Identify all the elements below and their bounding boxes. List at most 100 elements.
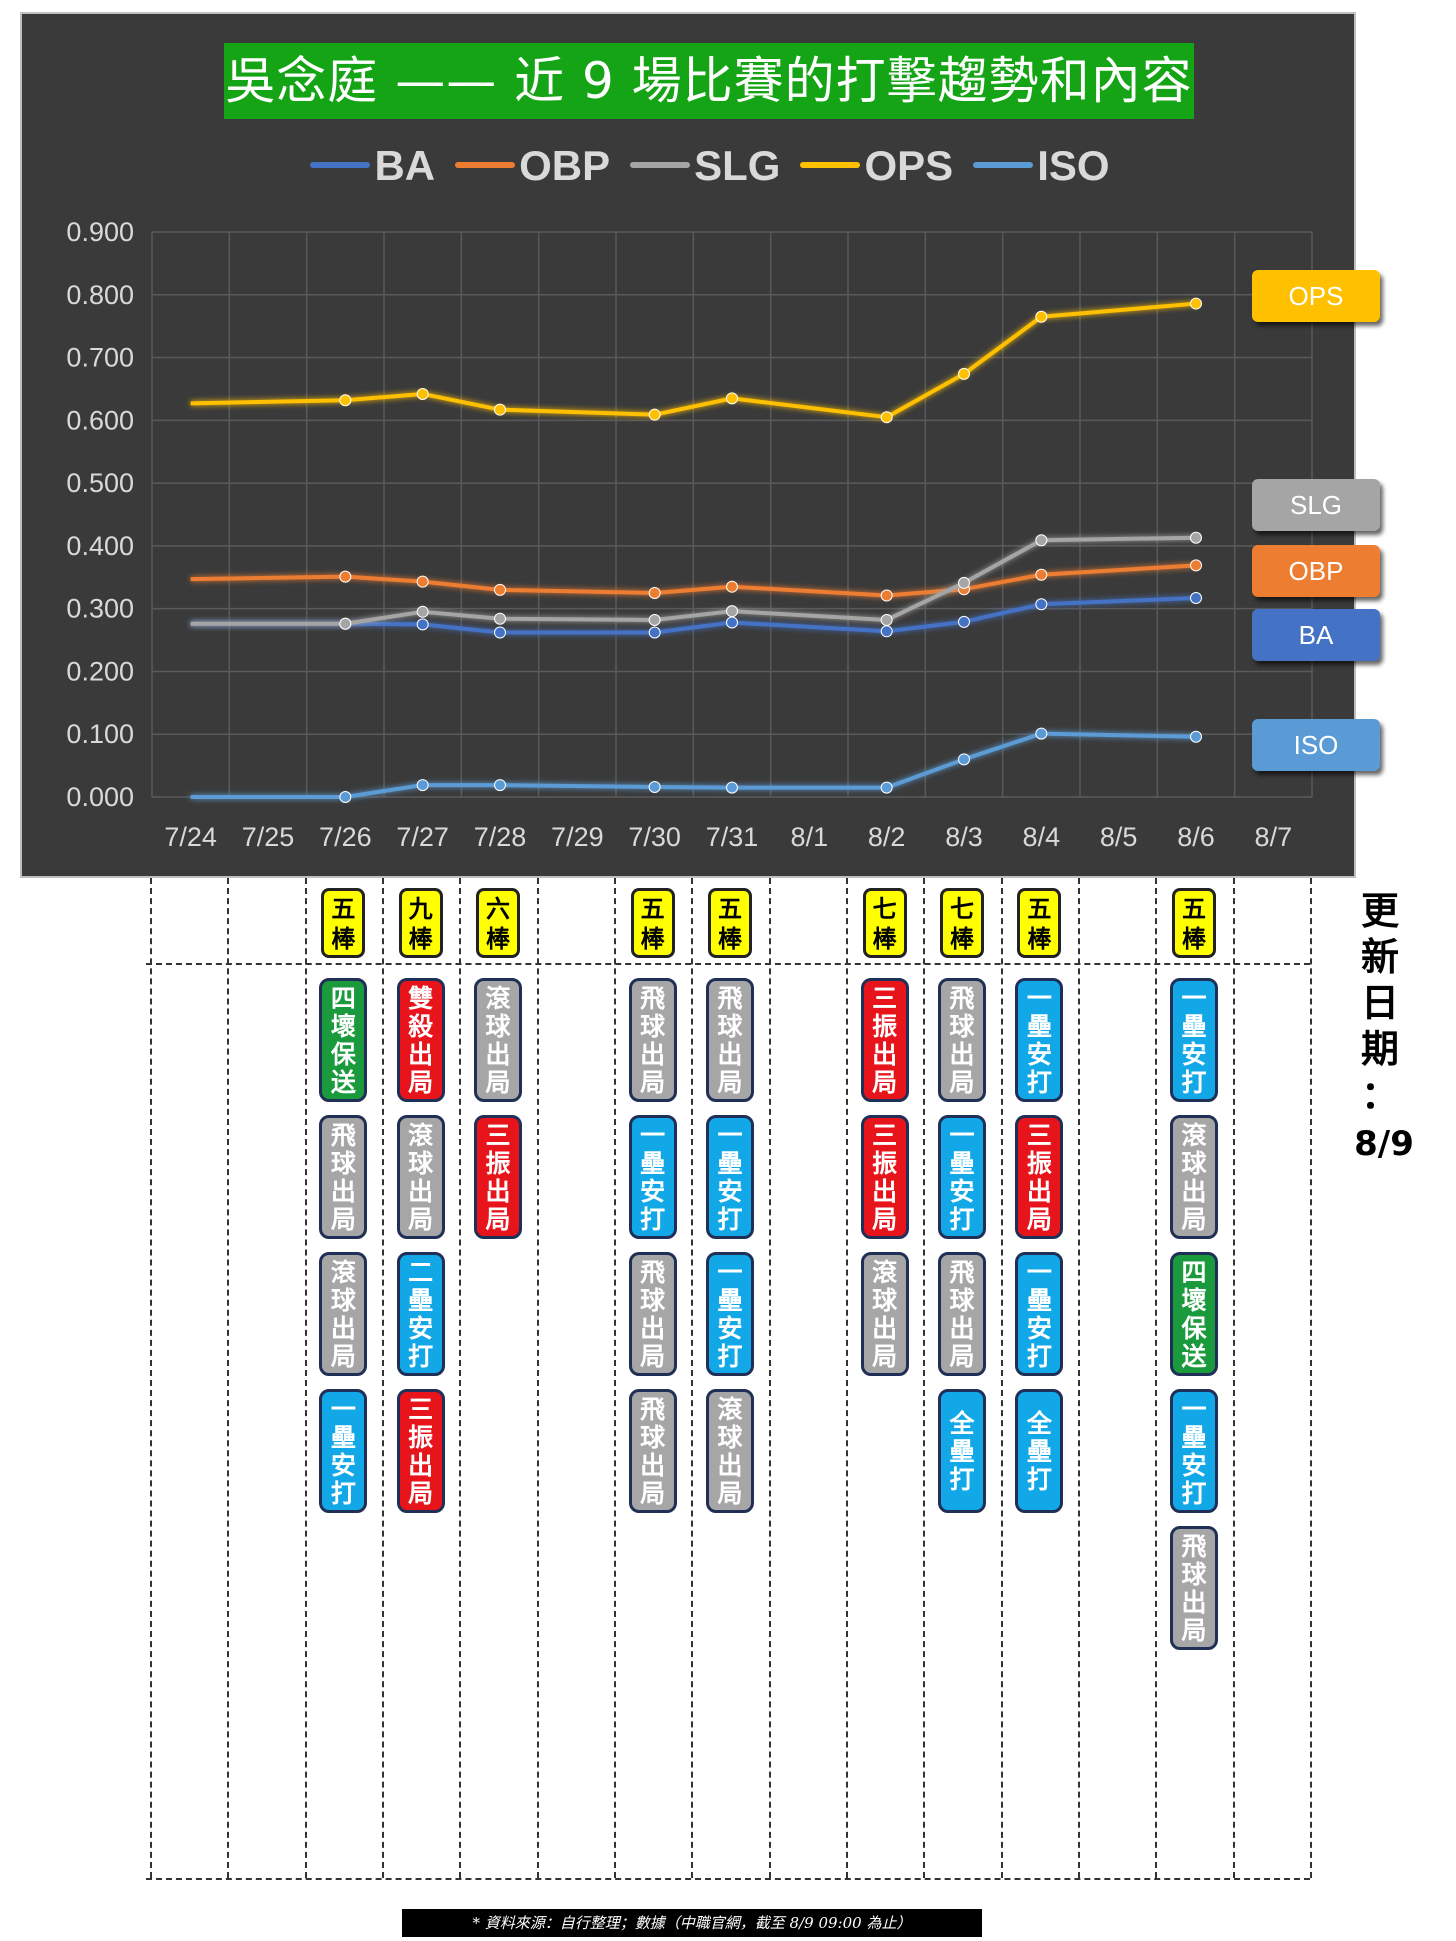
- plate-appearance-char: 壘: [1026, 1012, 1052, 1041]
- plate-appearance-char: 出: [717, 1451, 743, 1480]
- legend-item-ops: OPS: [800, 142, 953, 190]
- plate-appearance-char: 出: [872, 1177, 898, 1206]
- table-bottom-border: [146, 1878, 1310, 1880]
- x-tick-label: 8/4: [1023, 822, 1061, 852]
- plate-appearance-chip: 飛球出局: [1170, 1526, 1218, 1650]
- x-tick-label: 7/31: [706, 822, 759, 852]
- data-point-iso: [1035, 727, 1048, 740]
- plate-appearance-chip: 三振出局: [860, 1115, 909, 1239]
- plate-appearance-char: 局: [408, 1479, 434, 1508]
- batting-order-char: 棒: [486, 925, 510, 953]
- batting-order-chip: 五棒: [630, 888, 675, 958]
- data-point-iso: [416, 779, 429, 792]
- y-tick-label: 0.400: [66, 531, 134, 561]
- data-point-ba: [726, 616, 738, 629]
- data-point-ops: [339, 394, 352, 407]
- plate-appearance-char: 滾: [330, 1258, 356, 1287]
- plate-appearance-chip: 一壘安打: [938, 1115, 986, 1239]
- data-point-obp: [339, 570, 352, 583]
- data-point-ops: [1035, 310, 1048, 323]
- batting-order-char: 棒: [1027, 925, 1052, 953]
- legend-item-iso: ISO: [973, 142, 1110, 190]
- batting-order-char: 五: [331, 895, 356, 923]
- plate-appearance-char: 飛: [640, 1395, 666, 1424]
- data-point-ops: [726, 392, 738, 405]
- plate-appearance-char: 安: [717, 1177, 743, 1206]
- plate-appearance-char: 局: [640, 1342, 666, 1371]
- column-divider: [1078, 878, 1080, 1878]
- plate-appearance-char: 球: [872, 1286, 898, 1315]
- x-tick-label: 7/30: [628, 822, 681, 852]
- plate-appearance-char: 出: [1181, 1588, 1207, 1617]
- plate-appearance-char: 出: [640, 1314, 666, 1343]
- plate-appearance-char: 一: [949, 1121, 975, 1150]
- plate-appearance-char: 滾: [717, 1395, 743, 1424]
- batting-order-char: 五: [1027, 895, 1052, 923]
- batting-order-char: 棒: [872, 925, 897, 953]
- plate-appearance-char: 出: [408, 1177, 434, 1206]
- legend-label: OBP: [519, 142, 611, 189]
- plate-appearance-char: 一: [1026, 1258, 1052, 1287]
- plate-appearance-char: 安: [1181, 1040, 1207, 1069]
- plate-appearance-chip: 滾球出局: [706, 1389, 754, 1513]
- plate-appearance-char: 打: [408, 1342, 434, 1371]
- chart-panel: 吳念庭 —— 近 9 場比賽的打擊趨勢和內容 BA OBP SLG OPS ISO 0.…: [20, 12, 1380, 878]
- plate-appearance-char: 出: [330, 1177, 356, 1206]
- batting-order-char: 五: [718, 895, 742, 923]
- plate-appearance-char: 打: [949, 1205, 975, 1234]
- plate-appearance-char: 出: [640, 1451, 666, 1480]
- plate-appearance-char: 出: [1026, 1177, 1052, 1206]
- data-point-iso: [726, 781, 738, 794]
- plate-appearance-char: 壘: [949, 1437, 975, 1466]
- update-label: 更新日期：: [1360, 888, 1400, 1118]
- batting-order-char: 棒: [640, 925, 665, 953]
- y-tick-label: 0.000: [66, 782, 134, 812]
- plate-appearance-char: 局: [872, 1205, 898, 1234]
- plate-appearance-chip: 一壘安打: [319, 1389, 368, 1513]
- series-line-slg: [190, 535, 1197, 626]
- plate-appearance-chip: 三振出局: [860, 978, 909, 1102]
- plate-appearance-char: 壘: [717, 1286, 743, 1315]
- plate-appearance-char: 保: [1181, 1314, 1207, 1343]
- batting-order-char: 五: [1182, 895, 1206, 923]
- column-divider: [846, 878, 848, 1878]
- plate-appearance-char: 出: [872, 1314, 898, 1343]
- column-divider: [382, 878, 384, 1878]
- update-label-char: 日: [1360, 981, 1399, 1025]
- plate-appearance-char: 局: [408, 1205, 434, 1234]
- data-point-ops: [416, 387, 429, 400]
- update-label-char: 新: [1360, 935, 1399, 979]
- batting-order-chip: 七棒: [940, 888, 984, 958]
- data-point-obp: [1035, 568, 1048, 581]
- plate-appearance-char: 出: [408, 1451, 434, 1480]
- x-tick-label: 7/24: [164, 822, 217, 852]
- plate-appearance-char: 球: [1181, 1149, 1207, 1178]
- y-tick-label: 0.500: [66, 468, 134, 498]
- line-chart: 0.000 0.100 0.200 0.300 0.400 0.500 0.600 0.700…: [66, 217, 1313, 852]
- data-point-ops: [880, 411, 893, 424]
- plate-appearance-char: 三: [872, 1121, 898, 1150]
- legend-swatch: [310, 161, 371, 168]
- plate-appearance-char: 出: [485, 1177, 511, 1206]
- plate-appearance-chip: 二壘安打: [396, 1252, 445, 1376]
- plate-appearance-chip: 飛球出局: [938, 978, 986, 1102]
- plate-appearance-char: 局: [1181, 1205, 1207, 1234]
- data-point-iso: [1190, 730, 1202, 743]
- plate-appearance-char: 壞: [330, 1012, 356, 1041]
- plate-appearance-char: 飛: [717, 984, 743, 1013]
- plate-appearance-char: 局: [640, 1479, 666, 1508]
- plate-appearance-chip: 一壘安打: [706, 1115, 754, 1239]
- plate-appearance-char: 打: [330, 1479, 356, 1508]
- plate-appearance-chip: 四壞保送: [1170, 1252, 1218, 1376]
- data-point-iso: [648, 780, 661, 793]
- column-divider: [150, 878, 152, 1878]
- plate-appearance-chip: 飛球出局: [628, 978, 677, 1102]
- data-point-obp: [494, 583, 506, 596]
- batting-order-chip: 五棒: [1172, 888, 1216, 958]
- plate-appearance-char: 球: [949, 1012, 975, 1041]
- plate-appearance-char: 打: [717, 1342, 743, 1371]
- plate-appearance-char: 飛: [640, 984, 666, 1013]
- data-point-iso: [880, 781, 893, 794]
- plate-appearance-chip: 三振出局: [474, 1115, 522, 1239]
- plate-appearance-chip: 四壞保送: [319, 978, 368, 1102]
